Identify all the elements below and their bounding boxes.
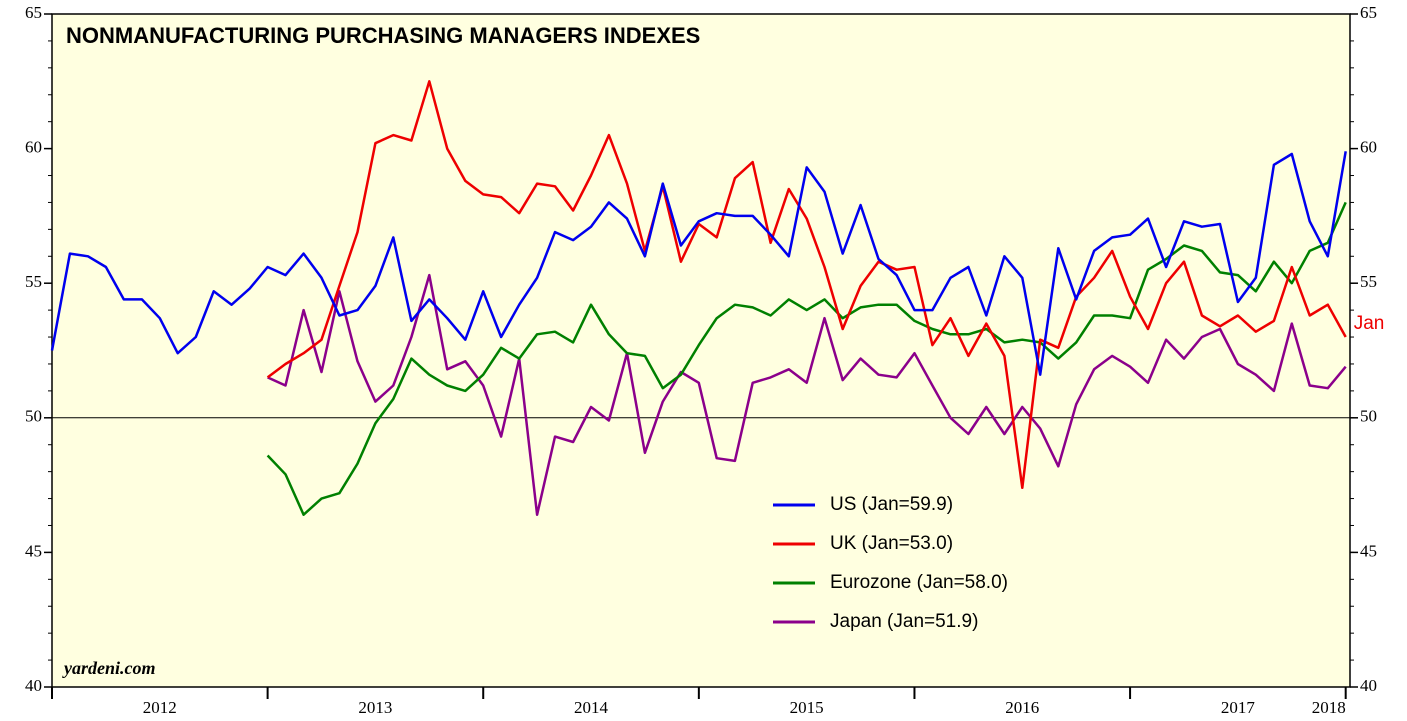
y-tick-label: 55 — [25, 272, 42, 291]
x-tick-label: 2017 — [1221, 698, 1256, 717]
x-tick-label: 2014 — [574, 698, 609, 717]
y-tick-label: 50 — [25, 407, 42, 426]
legend-label: US (Jan=59.9) — [830, 494, 953, 515]
x-tick-label: 2015 — [790, 698, 824, 717]
x-tick-label: 2012 — [143, 698, 177, 717]
annotation: Jan — [1354, 313, 1385, 334]
y2-tick-label: 50 — [1360, 407, 1377, 426]
series-line — [267, 273, 1347, 516]
y-tick-label: 65 — [25, 3, 42, 22]
y2-tick-label: 60 — [1360, 138, 1377, 157]
series-line — [266, 201, 1347, 516]
y-tick-label: 45 — [25, 541, 42, 560]
series-line — [50, 151, 1347, 376]
legend-label: Japan (Jan=51.9) — [830, 611, 978, 632]
series-line — [266, 80, 1347, 490]
y2-tick-label: 45 — [1360, 541, 1377, 560]
y-tick-label: 40 — [25, 676, 42, 695]
x-tick-label: 2013 — [358, 698, 392, 717]
legend-label: Eurozone (Jan=58.0) — [830, 572, 1008, 593]
chart-title: NONMANUFACTURING PURCHASING MANAGERS IND… — [66, 23, 700, 48]
source: yardeni.com — [62, 658, 156, 678]
plot-area — [51, 13, 1351, 688]
x-tick-label: 2018 — [1312, 698, 1346, 717]
y2-tick-label: 55 — [1360, 272, 1377, 291]
y2-tick-label: 65 — [1360, 3, 1377, 22]
y2-tick-label: 40 — [1360, 676, 1377, 695]
x-tick-label: 2016 — [1005, 698, 1039, 717]
legend-label: UK (Jan=53.0) — [830, 533, 953, 554]
y-tick-label: 60 — [25, 138, 42, 157]
